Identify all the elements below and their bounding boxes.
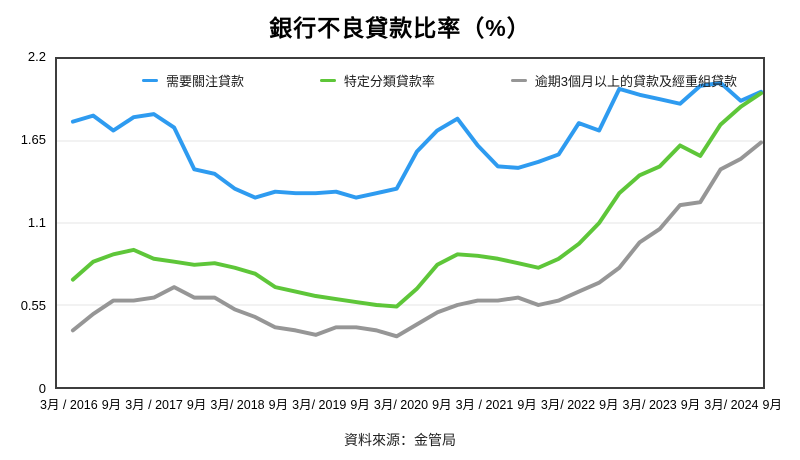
x-tick-label: 9月	[517, 398, 537, 412]
chart-plot-area: 需要關注貸款 特定分類貸款率 逾期3個月以上的貸款及經重組貸款	[55, 57, 765, 389]
chart-canvas	[57, 80, 763, 339]
x-tick-label: 3月/ 2018	[210, 398, 265, 412]
x-tick-label: 3月/ 2022	[540, 398, 596, 412]
series-line-2	[70, 140, 763, 339]
x-tick-label: 9月	[599, 398, 619, 412]
y-tick-label: 0	[38, 381, 46, 396]
x-tick-label: 3月/ 2023	[622, 398, 677, 412]
y-tick-label: 0.55	[20, 298, 46, 313]
x-tick-label: 9月	[680, 398, 701, 412]
x-tick-label: 9月	[432, 398, 452, 412]
legend-dash-icon	[510, 79, 527, 82]
legend-label: 特定分類貸款率	[343, 74, 435, 89]
x-tick-label: 3月/ 2019	[292, 398, 347, 412]
legend-item-1: 特定分類貸款率	[319, 71, 435, 90]
y-tick-label: 2.2	[27, 49, 46, 64]
x-tick-label: 9月	[268, 398, 289, 412]
x-tick-label: 9月	[101, 398, 122, 412]
legend-item-0: 需要關注貸款	[142, 71, 244, 90]
x-tick-label: 9月	[350, 398, 370, 412]
legend-dash-icon	[142, 79, 158, 82]
x-tick-label: 9月	[186, 398, 207, 412]
legend-label: 需要關注貸款	[166, 74, 245, 89]
series-line-0	[70, 80, 763, 200]
x-axis: 3月 / 2016 9月 3月 / 2017 9月 3月/ 2018 9月 3月/ 2019…	[40, 394, 782, 413]
legend-dash-icon	[319, 79, 336, 82]
source-caption: 資料來源：金管局	[344, 432, 456, 448]
chart-legend: 需要關注貸款 特定分類貸款率 逾期3個月以上的貸款及經重組貸款	[142, 71, 737, 90]
legend-item-2: 逾期3個月以上的貸款及經重組貸款	[510, 71, 737, 90]
x-tick-label: 3月 / 2016	[40, 398, 98, 412]
series-line-1	[70, 91, 763, 309]
y-tick-label: 1.65	[20, 132, 46, 147]
x-tick-label: 9月	[762, 398, 782, 412]
x-tick-label: 3月/ 2024	[704, 398, 759, 412]
legend-label: 逾期3個月以上的貸款及經重組貸款	[534, 74, 737, 89]
x-tick-label: 3月 / 2017	[125, 398, 183, 412]
page-title: 銀行不良貸款比率（%）	[269, 15, 531, 41]
x-tick-label: 3月/ 2020	[373, 398, 429, 412]
y-tick-label: 1.1	[27, 215, 46, 230]
x-tick-label: 3月 / 2021	[455, 398, 514, 412]
